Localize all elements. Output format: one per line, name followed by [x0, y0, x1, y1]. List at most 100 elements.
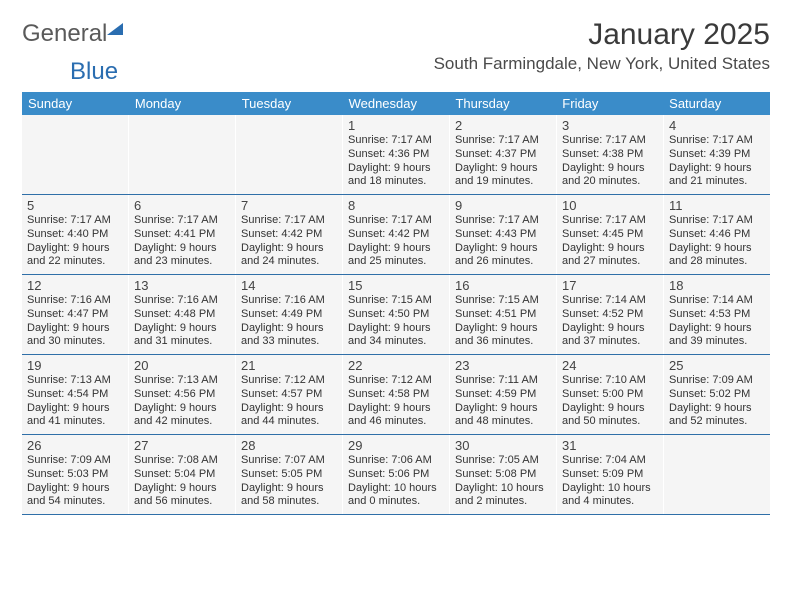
day-number: 22 — [348, 358, 444, 373]
daylight-text-1: Daylight: 10 hours — [562, 482, 658, 496]
sunrise-text: Sunrise: 7:16 AM — [27, 294, 123, 308]
sunset-text: Sunset: 4:38 PM — [562, 148, 658, 162]
sunrise-text: Sunrise: 7:15 AM — [348, 294, 444, 308]
sunset-text: Sunset: 5:06 PM — [348, 468, 444, 482]
day-cell: 27Sunrise: 7:08 AMSunset: 5:04 PMDayligh… — [129, 435, 236, 514]
day-info: Sunrise: 7:06 AMSunset: 5:06 PMDaylight:… — [348, 454, 444, 509]
day-cell — [664, 435, 770, 514]
daylight-text-1: Daylight: 9 hours — [241, 402, 337, 416]
daylight-text-2: and 33 minutes. — [241, 335, 337, 349]
day-info: Sunrise: 7:08 AMSunset: 5:04 PMDaylight:… — [134, 454, 230, 509]
day-number: 6 — [134, 198, 230, 213]
day-cell: 1Sunrise: 7:17 AMSunset: 4:36 PMDaylight… — [343, 115, 450, 194]
day-number: 15 — [348, 278, 444, 293]
day-number: 31 — [562, 438, 658, 453]
week-row: 19Sunrise: 7:13 AMSunset: 4:54 PMDayligh… — [22, 355, 770, 435]
sunset-text: Sunset: 4:43 PM — [455, 228, 551, 242]
day-number: 24 — [562, 358, 658, 373]
day-number: 9 — [455, 198, 551, 213]
daylight-text-2: and 31 minutes. — [134, 335, 230, 349]
day-number: 17 — [562, 278, 658, 293]
daylight-text-1: Daylight: 9 hours — [348, 402, 444, 416]
sunset-text: Sunset: 5:08 PM — [455, 468, 551, 482]
day-info: Sunrise: 7:17 AMSunset: 4:42 PMDaylight:… — [348, 214, 444, 269]
daylight-text-2: and 0 minutes. — [348, 495, 444, 509]
sunrise-text: Sunrise: 7:14 AM — [562, 294, 658, 308]
sunrise-text: Sunrise: 7:08 AM — [134, 454, 230, 468]
daylight-text-2: and 42 minutes. — [134, 415, 230, 429]
day-info: Sunrise: 7:17 AMSunset: 4:41 PMDaylight:… — [134, 214, 230, 269]
day-cell: 7Sunrise: 7:17 AMSunset: 4:42 PMDaylight… — [236, 195, 343, 274]
sunset-text: Sunset: 4:53 PM — [669, 308, 765, 322]
sunset-text: Sunset: 4:52 PM — [562, 308, 658, 322]
sunrise-text: Sunrise: 7:05 AM — [455, 454, 551, 468]
day-number: 3 — [562, 118, 658, 133]
day-cell: 9Sunrise: 7:17 AMSunset: 4:43 PMDaylight… — [450, 195, 557, 274]
sunrise-text: Sunrise: 7:11 AM — [455, 374, 551, 388]
daylight-text-1: Daylight: 9 hours — [241, 242, 337, 256]
sunrise-text: Sunrise: 7:14 AM — [669, 294, 765, 308]
day-cell: 16Sunrise: 7:15 AMSunset: 4:51 PMDayligh… — [450, 275, 557, 354]
day-info: Sunrise: 7:16 AMSunset: 4:49 PMDaylight:… — [241, 294, 337, 349]
sunrise-text: Sunrise: 7:17 AM — [348, 214, 444, 228]
day-number: 1 — [348, 118, 444, 133]
daylight-text-2: and 2 minutes. — [455, 495, 551, 509]
location-text: South Farmingdale, New York, United Stat… — [434, 54, 770, 74]
calendar-page: General January 2025 South Farmingdale, … — [0, 0, 792, 515]
sunset-text: Sunset: 4:39 PM — [669, 148, 765, 162]
sunrise-text: Sunrise: 7:17 AM — [348, 134, 444, 148]
daylight-text-2: and 19 minutes. — [455, 175, 551, 189]
day-number: 29 — [348, 438, 444, 453]
daylight-text-1: Daylight: 9 hours — [669, 402, 765, 416]
daylight-text-1: Daylight: 9 hours — [562, 162, 658, 176]
sunrise-text: Sunrise: 7:17 AM — [562, 134, 658, 148]
weeks-container: 1Sunrise: 7:17 AMSunset: 4:36 PMDaylight… — [22, 115, 770, 515]
day-cell: 19Sunrise: 7:13 AMSunset: 4:54 PMDayligh… — [22, 355, 129, 434]
daylight-text-2: and 36 minutes. — [455, 335, 551, 349]
day-cell: 5Sunrise: 7:17 AMSunset: 4:40 PMDaylight… — [22, 195, 129, 274]
day-number: 11 — [669, 198, 765, 213]
day-number: 26 — [27, 438, 123, 453]
daylight-text-1: Daylight: 9 hours — [134, 322, 230, 336]
day-cell: 25Sunrise: 7:09 AMSunset: 5:02 PMDayligh… — [664, 355, 770, 434]
day-cell: 3Sunrise: 7:17 AMSunset: 4:38 PMDaylight… — [557, 115, 664, 194]
daylight-text-1: Daylight: 10 hours — [455, 482, 551, 496]
day-info: Sunrise: 7:17 AMSunset: 4:40 PMDaylight:… — [27, 214, 123, 269]
day-number: 10 — [562, 198, 658, 213]
day-info: Sunrise: 7:17 AMSunset: 4:43 PMDaylight:… — [455, 214, 551, 269]
day-number: 12 — [27, 278, 123, 293]
sunrise-text: Sunrise: 7:17 AM — [455, 134, 551, 148]
sunset-text: Sunset: 4:48 PM — [134, 308, 230, 322]
sunset-text: Sunset: 4:50 PM — [348, 308, 444, 322]
sunrise-text: Sunrise: 7:12 AM — [241, 374, 337, 388]
day-info: Sunrise: 7:09 AMSunset: 5:03 PMDaylight:… — [27, 454, 123, 509]
logo-text-2: Blue — [70, 58, 118, 85]
day-cell: 26Sunrise: 7:09 AMSunset: 5:03 PMDayligh… — [22, 435, 129, 514]
sunrise-text: Sunrise: 7:17 AM — [27, 214, 123, 228]
sunrise-text: Sunrise: 7:13 AM — [27, 374, 123, 388]
daylight-text-2: and 56 minutes. — [134, 495, 230, 509]
daylight-text-2: and 20 minutes. — [562, 175, 658, 189]
day-cell: 13Sunrise: 7:16 AMSunset: 4:48 PMDayligh… — [129, 275, 236, 354]
daylight-text-1: Daylight: 9 hours — [27, 482, 123, 496]
day-info: Sunrise: 7:16 AMSunset: 4:47 PMDaylight:… — [27, 294, 123, 349]
daylight-text-2: and 4 minutes. — [562, 495, 658, 509]
day-info: Sunrise: 7:13 AMSunset: 4:56 PMDaylight:… — [134, 374, 230, 429]
daylight-text-2: and 18 minutes. — [348, 175, 444, 189]
week-row: 26Sunrise: 7:09 AMSunset: 5:03 PMDayligh… — [22, 435, 770, 515]
daylight-text-2: and 30 minutes. — [27, 335, 123, 349]
day-info: Sunrise: 7:12 AMSunset: 4:58 PMDaylight:… — [348, 374, 444, 429]
day-number: 20 — [134, 358, 230, 373]
day-cell: 22Sunrise: 7:12 AMSunset: 4:58 PMDayligh… — [343, 355, 450, 434]
day-cell: 8Sunrise: 7:17 AMSunset: 4:42 PMDaylight… — [343, 195, 450, 274]
day-info: Sunrise: 7:17 AMSunset: 4:45 PMDaylight:… — [562, 214, 658, 269]
week-row: 12Sunrise: 7:16 AMSunset: 4:47 PMDayligh… — [22, 275, 770, 355]
daylight-text-2: and 22 minutes. — [27, 255, 123, 269]
daylight-text-1: Daylight: 9 hours — [134, 402, 230, 416]
day-info: Sunrise: 7:17 AMSunset: 4:38 PMDaylight:… — [562, 134, 658, 189]
day-info: Sunrise: 7:04 AMSunset: 5:09 PMDaylight:… — [562, 454, 658, 509]
day-number: 2 — [455, 118, 551, 133]
sunset-text: Sunset: 5:04 PM — [134, 468, 230, 482]
logo: General — [22, 22, 125, 46]
day-info: Sunrise: 7:14 AMSunset: 4:52 PMDaylight:… — [562, 294, 658, 349]
